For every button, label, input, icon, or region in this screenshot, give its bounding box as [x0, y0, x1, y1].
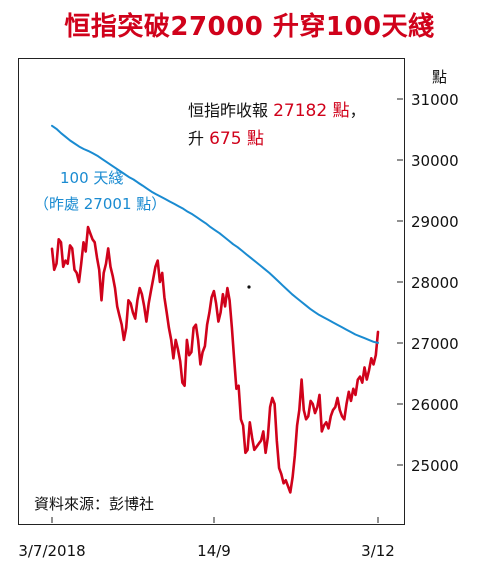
y-tick-label: 31000: [411, 91, 459, 109]
x-tick-label: 3/12: [361, 542, 395, 560]
marker-dot: [247, 285, 251, 289]
change-annotation: 升 675 點: [188, 124, 264, 149]
ma-series-label: 100 天綫: [60, 169, 124, 187]
y-tick-label: 30000: [411, 152, 459, 170]
y-tick-label: 29000: [411, 213, 459, 231]
ma-series-sublabel: （昨處 27001 點）: [34, 195, 167, 213]
ma100-line: [51, 124, 379, 344]
plot-panel: [18, 58, 405, 525]
x-tick-label: 14/9: [197, 542, 231, 560]
x-tick-label: 3/7/2018: [18, 542, 85, 560]
change-value: 675 點: [209, 129, 264, 149]
y-tick-label: 25000: [411, 457, 459, 475]
hsi-price-line: [50, 225, 380, 494]
y-tick-label: 28000: [411, 274, 459, 292]
source-note: 資料來源：彭博社: [34, 495, 155, 513]
close-value: 27182 點: [273, 101, 350, 121]
close-annotation-suffix: ，: [349, 101, 366, 120]
y-tick-label: 26000: [411, 396, 459, 414]
close-annotation-prefix: 恒指昨收報: [188, 101, 274, 120]
change-annotation-prefix: 升: [188, 129, 210, 148]
y-unit-label: 點: [432, 68, 448, 86]
y-tick-label: 27000: [411, 335, 459, 353]
close-annotation: 恒指昨收報 27182 點，: [188, 96, 366, 121]
chart-title: 恒指突破27000 升穿100天綫: [64, 12, 435, 42]
